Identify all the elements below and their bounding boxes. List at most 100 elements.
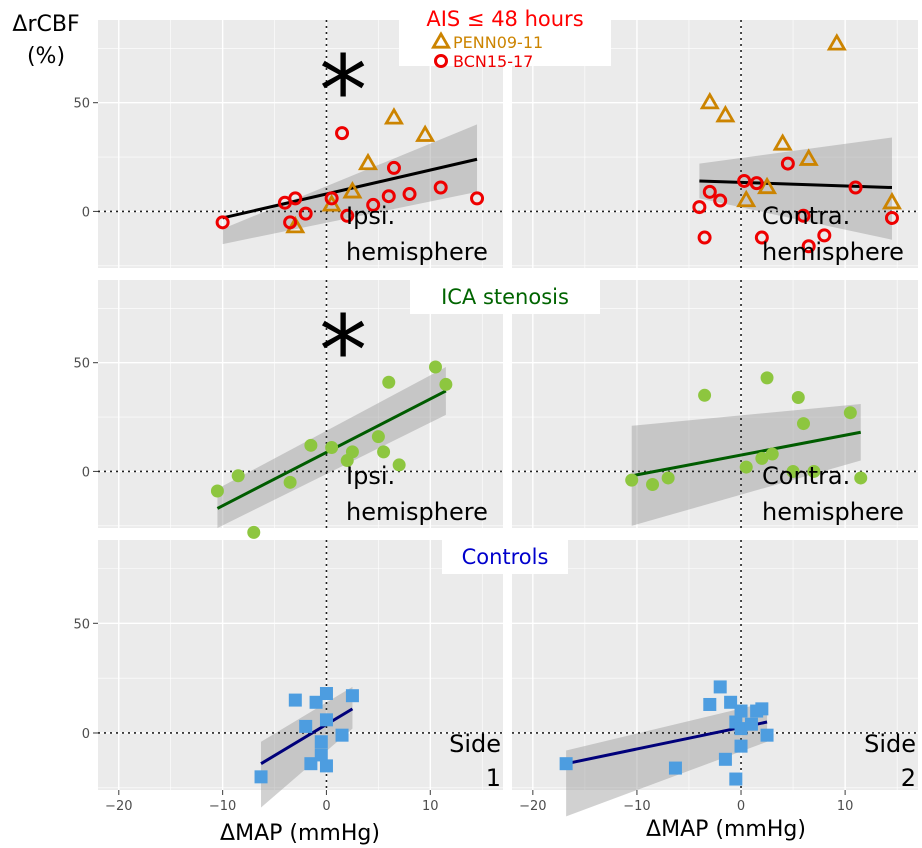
data-point <box>383 107 404 125</box>
data-point <box>470 191 485 206</box>
data-point <box>760 371 774 385</box>
data-point <box>439 377 453 391</box>
data-point <box>734 722 748 736</box>
data-point <box>429 360 442 374</box>
panel-label-line2: 1 <box>486 764 501 792</box>
significance-asterisk: * <box>319 295 367 407</box>
panel-background <box>98 540 503 790</box>
data-point <box>796 208 811 223</box>
data-point <box>377 445 391 459</box>
data-point <box>304 438 318 452</box>
panel-label-line2: hemisphere <box>762 498 904 526</box>
panel-background <box>512 280 918 528</box>
data-point <box>288 191 303 206</box>
panel-background <box>98 280 503 528</box>
legend-marker <box>430 31 452 49</box>
x-tick-label: −10 <box>623 799 650 814</box>
data-point <box>796 417 810 431</box>
data-point <box>786 464 800 478</box>
panel-r2-c2: Contra. hemisphere <box>512 280 918 561</box>
data-point <box>392 458 406 472</box>
title-box-bg <box>399 0 611 66</box>
data-point <box>288 693 302 707</box>
y-axis-title-line2: (%) <box>27 44 65 69</box>
panel-label-line1: Contra. <box>762 462 850 490</box>
data-point <box>801 239 816 254</box>
data-point <box>415 124 436 142</box>
data-point <box>335 728 349 742</box>
x-axis-title-left: ΔMAP (mmHg) <box>220 821 380 846</box>
data-point <box>345 445 359 459</box>
confidence-band <box>699 137 892 240</box>
data-point <box>342 181 363 199</box>
data-point <box>765 447 779 461</box>
x-tick-label: −20 <box>105 799 132 814</box>
panel-label-line1: Contra. <box>762 202 850 230</box>
data-point <box>283 475 297 489</box>
data-point <box>698 388 712 402</box>
data-point <box>692 200 707 215</box>
data-point <box>304 757 318 771</box>
x-tick-label: −10 <box>209 799 236 814</box>
y-tick-label: 0 <box>82 727 90 742</box>
data-point <box>285 215 306 234</box>
panel-label-line2: 2 <box>901 764 916 792</box>
data-point <box>843 406 857 420</box>
x-tick-label: 10 <box>422 799 439 814</box>
group-title: Controls <box>462 545 549 569</box>
legend-marker <box>434 54 448 68</box>
data-point <box>755 702 769 716</box>
data-point <box>668 761 682 775</box>
y-tick-label: 0 <box>82 205 90 220</box>
data-point <box>298 206 313 221</box>
panel-label-line2: hemisphere <box>346 498 488 526</box>
data-point <box>345 689 359 703</box>
data-point <box>791 390 805 404</box>
panel-label-line2: hemisphere <box>346 238 488 266</box>
data-point <box>625 473 639 487</box>
data-point <box>402 187 417 202</box>
data-point <box>661 471 675 485</box>
data-point <box>433 180 448 195</box>
data-point <box>319 687 333 701</box>
data-point <box>724 695 738 709</box>
data-point <box>881 191 902 210</box>
data-point <box>646 477 660 491</box>
data-point <box>848 180 863 195</box>
x-tick-label: 0 <box>322 799 330 814</box>
data-point <box>340 208 355 223</box>
data-point <box>210 484 224 498</box>
data-point <box>697 230 712 245</box>
data-point <box>737 173 752 188</box>
data-point <box>319 759 333 773</box>
data-point <box>283 215 298 230</box>
y-tick-label: 50 <box>73 97 90 112</box>
legend-label: PENN09-11 <box>453 33 543 52</box>
confidence-band <box>566 702 768 817</box>
data-point <box>381 189 396 204</box>
data-point <box>357 152 379 171</box>
x-tick-label: −20 <box>519 799 546 814</box>
data-point <box>382 375 396 389</box>
panel-r3-c2: Side 2 −20 −10 0 10 <box>512 540 918 817</box>
y-tick-label: 50 <box>73 357 90 372</box>
data-point <box>703 697 717 711</box>
data-point <box>760 728 774 742</box>
data-point <box>754 230 769 245</box>
fit-line <box>631 430 862 478</box>
data-point <box>325 441 339 455</box>
data-point <box>366 197 381 212</box>
data-point <box>729 772 743 786</box>
data-point <box>736 189 757 208</box>
title-box-bg <box>442 538 568 574</box>
data-point <box>319 713 333 727</box>
data-point <box>744 717 758 731</box>
data-point <box>772 133 793 151</box>
panel-background <box>512 540 918 790</box>
group-title-box-2: ICA stenosis <box>410 278 600 314</box>
data-point <box>559 757 573 771</box>
data-point <box>254 770 268 784</box>
data-point <box>854 471 868 485</box>
data-point <box>826 33 847 51</box>
